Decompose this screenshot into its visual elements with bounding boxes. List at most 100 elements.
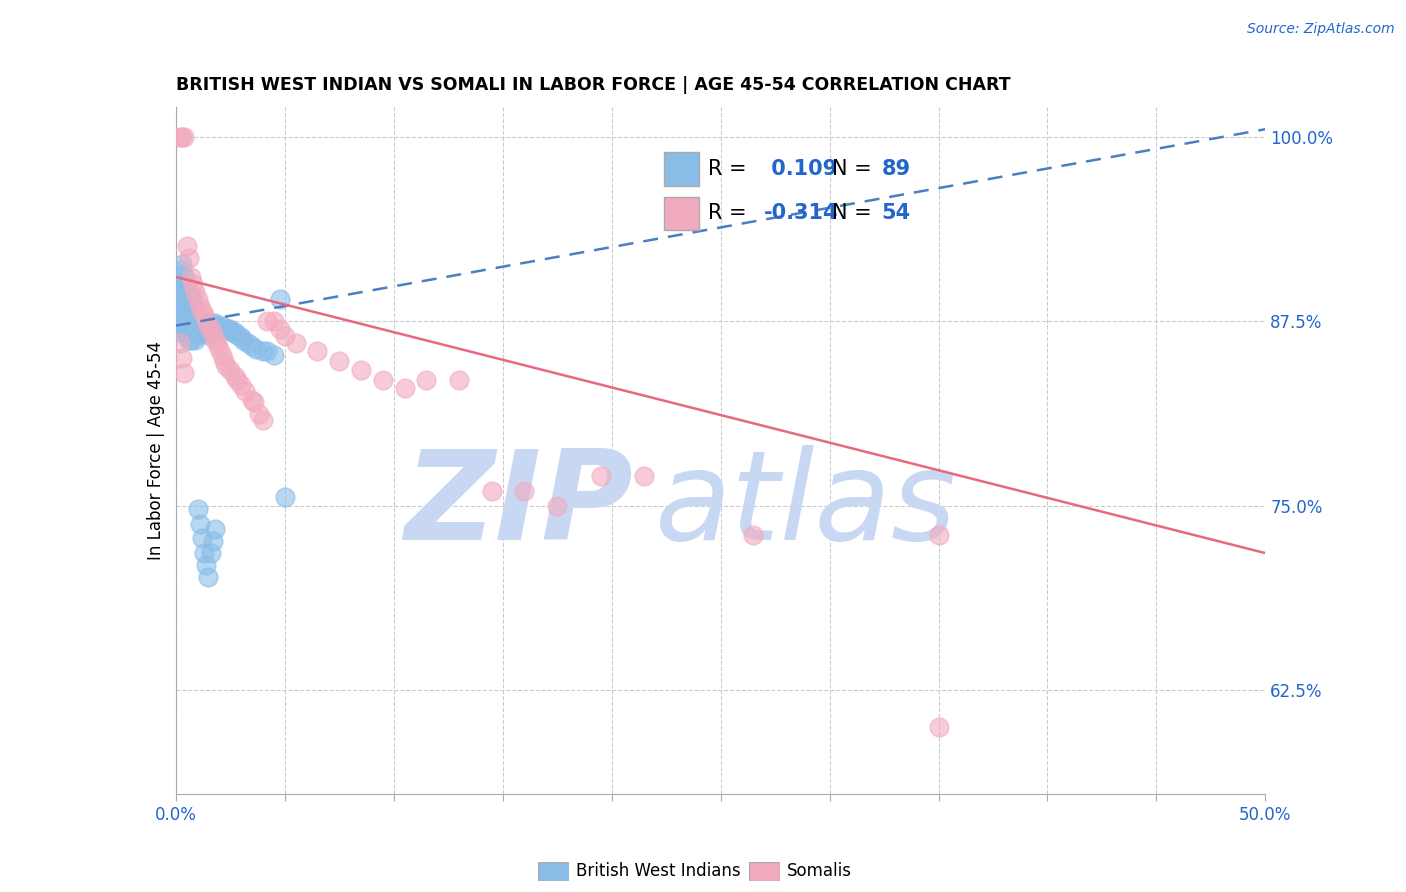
Text: British West Indians: British West Indians bbox=[576, 863, 741, 880]
Point bbox=[224, 368, 246, 383]
Point bbox=[204, 334, 226, 348]
Point bbox=[197, 318, 219, 333]
Text: ZIP: ZIP bbox=[405, 445, 633, 566]
Point bbox=[589, 469, 612, 483]
Text: -0.314: -0.314 bbox=[763, 203, 838, 223]
Point bbox=[173, 321, 195, 335]
Point bbox=[176, 239, 198, 253]
Point bbox=[263, 314, 285, 328]
Point bbox=[197, 327, 219, 342]
Point bbox=[197, 570, 219, 584]
Point bbox=[328, 354, 350, 368]
Point bbox=[181, 277, 204, 292]
Point bbox=[186, 327, 209, 342]
Text: Somalis: Somalis bbox=[787, 863, 852, 880]
Point bbox=[172, 257, 194, 271]
Point bbox=[204, 325, 226, 339]
Point bbox=[215, 321, 238, 335]
Point bbox=[415, 373, 437, 387]
Bar bbox=[664, 197, 699, 230]
Point bbox=[201, 318, 224, 333]
Point bbox=[193, 307, 215, 321]
Point bbox=[221, 325, 243, 339]
Point bbox=[172, 262, 194, 277]
Point bbox=[240, 339, 263, 353]
Point bbox=[180, 334, 202, 348]
Point bbox=[191, 532, 214, 546]
Text: 54: 54 bbox=[882, 203, 911, 223]
Point bbox=[274, 490, 297, 504]
Point bbox=[177, 321, 200, 335]
Point bbox=[928, 528, 950, 542]
Point bbox=[217, 321, 239, 335]
Point bbox=[225, 373, 247, 387]
Point bbox=[172, 304, 194, 318]
Text: 89: 89 bbox=[882, 159, 911, 179]
Point bbox=[188, 516, 211, 531]
Text: Source: ZipAtlas.com: Source: ZipAtlas.com bbox=[1247, 22, 1395, 37]
Point bbox=[188, 321, 211, 335]
Point bbox=[181, 318, 204, 333]
Point bbox=[211, 318, 233, 333]
Point bbox=[180, 269, 202, 284]
Point bbox=[195, 325, 218, 339]
Point bbox=[176, 277, 198, 292]
Point bbox=[184, 312, 207, 326]
Bar bbox=[664, 153, 699, 186]
Point bbox=[173, 268, 195, 283]
Point bbox=[195, 558, 218, 572]
Point bbox=[200, 546, 222, 560]
Y-axis label: In Labor Force | Age 45-54: In Labor Force | Age 45-54 bbox=[146, 341, 165, 560]
Point bbox=[513, 484, 536, 499]
Point bbox=[169, 336, 191, 351]
Point bbox=[243, 395, 266, 409]
Point bbox=[186, 292, 209, 306]
Point bbox=[195, 316, 218, 330]
Point bbox=[236, 336, 259, 351]
Point bbox=[172, 351, 194, 366]
Point bbox=[212, 321, 235, 335]
Point bbox=[167, 307, 190, 321]
Point bbox=[169, 295, 191, 310]
Point bbox=[247, 407, 270, 421]
Point bbox=[184, 321, 207, 335]
Point bbox=[181, 295, 204, 310]
Point bbox=[224, 325, 246, 339]
Point bbox=[169, 129, 191, 144]
Point bbox=[481, 484, 503, 499]
Point bbox=[200, 321, 222, 335]
Point bbox=[180, 321, 202, 335]
Point bbox=[172, 129, 194, 144]
Point bbox=[197, 318, 219, 333]
Point bbox=[167, 314, 190, 328]
Point bbox=[201, 327, 224, 342]
Point bbox=[184, 334, 207, 348]
Point bbox=[177, 334, 200, 348]
Point bbox=[169, 310, 191, 324]
Point bbox=[211, 348, 233, 362]
Point bbox=[191, 321, 214, 335]
Point bbox=[177, 251, 200, 265]
Point bbox=[928, 720, 950, 734]
Point bbox=[204, 523, 226, 537]
Point bbox=[181, 327, 204, 342]
Point bbox=[274, 329, 297, 343]
Point bbox=[269, 321, 291, 335]
Point bbox=[176, 304, 198, 318]
Point bbox=[240, 392, 263, 407]
Point bbox=[447, 373, 470, 387]
Point bbox=[225, 327, 247, 342]
Point bbox=[256, 343, 278, 358]
Point bbox=[252, 413, 274, 427]
Point bbox=[201, 534, 224, 549]
Text: 0.109: 0.109 bbox=[763, 159, 838, 179]
Point bbox=[208, 343, 231, 357]
Point bbox=[184, 301, 207, 315]
Point bbox=[195, 312, 218, 326]
Point bbox=[193, 316, 215, 330]
Text: BRITISH WEST INDIAN VS SOMALI IN LABOR FORCE | AGE 45-54 CORRELATION CHART: BRITISH WEST INDIAN VS SOMALI IN LABOR F… bbox=[176, 77, 1011, 95]
Point bbox=[193, 325, 215, 339]
Point bbox=[263, 348, 285, 362]
Point bbox=[177, 304, 200, 318]
Point bbox=[186, 501, 209, 516]
